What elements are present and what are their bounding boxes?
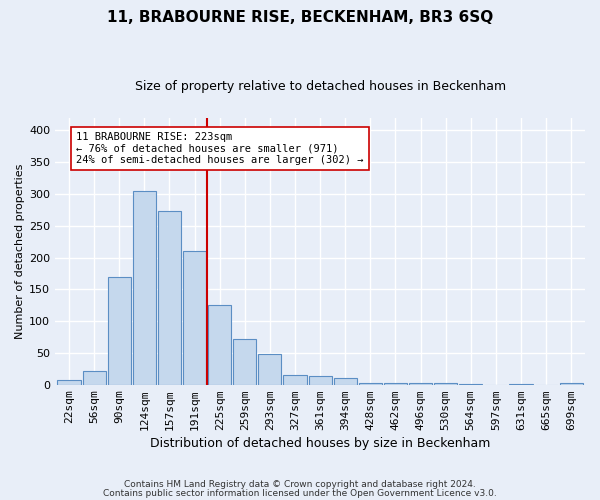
Bar [560,383,583,384]
Bar [259,354,281,384]
Bar [233,339,256,384]
Bar [83,372,106,384]
Bar [58,380,80,384]
Bar [183,250,206,384]
Bar [133,191,156,384]
Bar [208,306,231,384]
Bar [283,375,307,384]
Bar [107,276,131,384]
Text: Contains public sector information licensed under the Open Government Licence v3: Contains public sector information licen… [103,488,497,498]
Text: 11 BRABOURNE RISE: 223sqm
← 76% of detached houses are smaller (971)
24% of semi: 11 BRABOURNE RISE: 223sqm ← 76% of detac… [76,132,364,165]
Bar [158,211,181,384]
Bar [359,383,382,384]
Y-axis label: Number of detached properties: Number of detached properties [15,164,25,339]
Title: Size of property relative to detached houses in Beckenham: Size of property relative to detached ho… [134,80,506,93]
Text: Contains HM Land Registry data © Crown copyright and database right 2024.: Contains HM Land Registry data © Crown c… [124,480,476,489]
X-axis label: Distribution of detached houses by size in Beckenham: Distribution of detached houses by size … [150,437,490,450]
Bar [334,378,357,384]
Text: 11, BRABOURNE RISE, BECKENHAM, BR3 6SQ: 11, BRABOURNE RISE, BECKENHAM, BR3 6SQ [107,10,493,25]
Bar [308,376,332,384]
